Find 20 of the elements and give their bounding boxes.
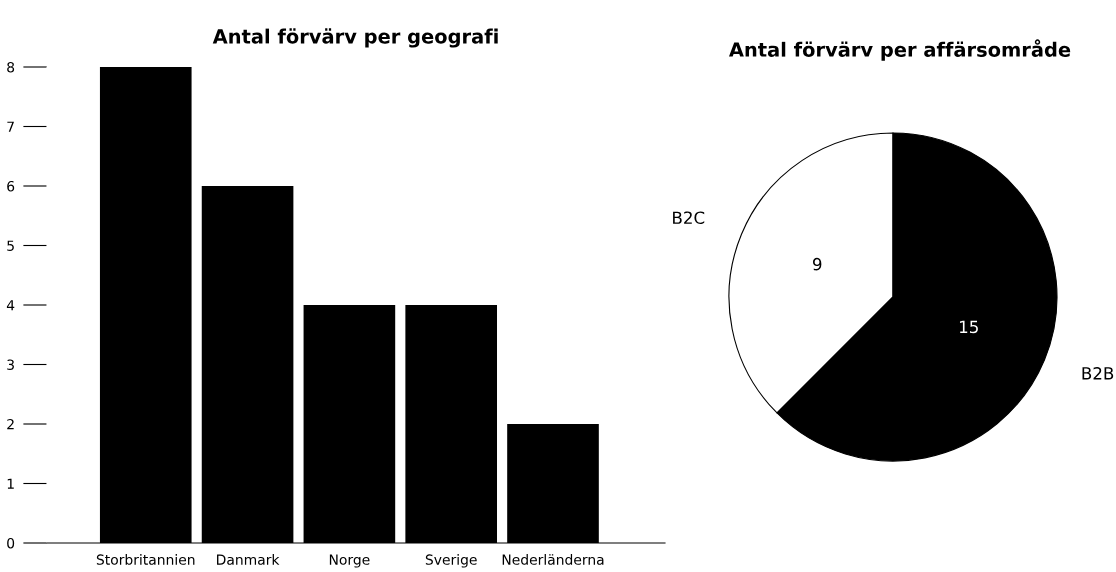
x-tick-label: Nederländerna bbox=[502, 554, 604, 565]
slice-label: B2C bbox=[673, 211, 705, 225]
data-label: 15 bbox=[959, 320, 978, 334]
x-tick-label: Norge bbox=[329, 554, 370, 568]
y-tick-label: 7 bbox=[7, 121, 14, 132]
chart-title: Antal förvärv per geografi bbox=[212, 28, 498, 48]
data-label: 9 bbox=[812, 257, 822, 271]
y-tick-label: 0 bbox=[7, 537, 15, 549]
slice-label: B2B bbox=[1082, 367, 1114, 380]
x-tick-label: Storbritannien bbox=[96, 554, 195, 565]
y-tick-label: 3 bbox=[7, 359, 14, 370]
y-tick-label: 4 bbox=[6, 300, 15, 311]
y-tick-label: 5 bbox=[7, 240, 14, 251]
y-tick-label: 8 bbox=[7, 61, 15, 73]
y-tick-label: 1 bbox=[7, 478, 14, 489]
x-tick-label: Danmark bbox=[217, 554, 280, 565]
chart-title: Antal förvärv per affärsområde bbox=[728, 39, 1071, 61]
y-tick-label: 2 bbox=[7, 418, 14, 430]
x-tick-label: Sverige bbox=[425, 554, 477, 568]
y-tick-label: 6 bbox=[7, 180, 15, 192]
